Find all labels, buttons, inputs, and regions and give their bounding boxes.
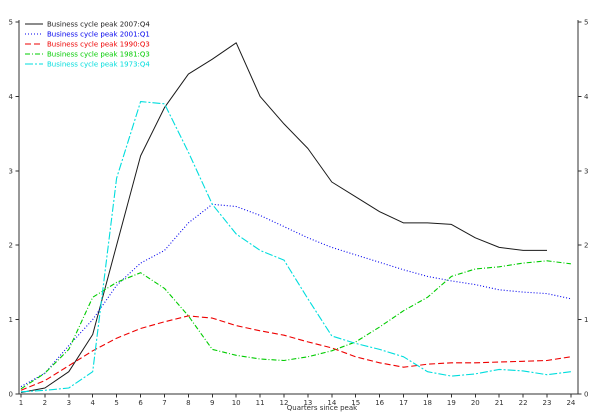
x-tick-label: 20 — [471, 399, 480, 407]
legend-item-business-cycle-peak-2001-q1: Business cycle peak 2001:Q1 — [25, 31, 150, 39]
x-tick-label: 7 — [162, 399, 166, 407]
axis-frame — [18, 20, 579, 395]
y-tick-label-left: 1 — [9, 316, 13, 324]
series-line-business-cycle-peak-1990-q3 — [20, 315, 571, 391]
x-tick-label: 3 — [67, 399, 71, 407]
legend-label: Business cycle peak 1981:Q3 — [47, 51, 150, 59]
x-axis-ticks: 1 2 3 4 5 6 7 8 9 10 11 12 13 14 15 16 17 18 19 20 21 22 23 24 — [19, 394, 576, 407]
x-tick-label: 23 — [543, 399, 552, 407]
series-line-business-cycle-peak-1981-q3 — [20, 260, 571, 390]
legend-label: Business cycle peak 1973:Q4 — [47, 61, 150, 69]
x-tick-label: 22 — [519, 399, 528, 407]
x-tick-label: 12 — [280, 399, 289, 407]
y-tick-label-right: 4 — [584, 93, 589, 101]
x-tick-label: 24 — [566, 399, 575, 407]
x-tick-label: 8 — [186, 399, 190, 407]
legend-label: Business cycle peak 1990:Q3 — [47, 41, 150, 49]
x-tick-label: 21 — [495, 399, 504, 407]
series-line-business-cycle-peak-2007-q4 — [20, 42, 547, 393]
x-tick-label: 2 — [43, 399, 47, 407]
y-tick-label-left: 0 — [9, 391, 13, 399]
x-tick-label: 16 — [375, 399, 384, 407]
y-axis-ticks: 0 0 1 1 2 2 3 3 4 4 5 5 — [9, 19, 589, 399]
x-tick-label: 13 — [303, 399, 312, 407]
x-tick-label: 17 — [399, 399, 408, 407]
legend: Business cycle peak 2007:Q4 Business cycl… — [25, 21, 150, 69]
series-line-business-cycle-peak-1973-q4 — [20, 101, 571, 393]
x-tick-label: 15 — [351, 399, 360, 407]
y-tick-label-left: 5 — [9, 19, 13, 27]
legend-label: Business cycle peak 2007:Q4 — [47, 21, 150, 29]
x-axis-title: Quarters since peak — [287, 404, 358, 412]
y-tick-label-right: 3 — [584, 167, 588, 175]
y-tick-label-right: 0 — [584, 391, 588, 399]
y-tick-label-right: 2 — [584, 242, 588, 250]
y-tick-label-left: 2 — [9, 242, 13, 250]
y-tick-label-right: 1 — [584, 316, 588, 324]
legend-item-business-cycle-peak-1973-q4: Business cycle peak 1973:Q4 — [25, 61, 150, 69]
x-tick-label: 11 — [256, 399, 265, 407]
x-tick-label: 14 — [327, 399, 336, 407]
x-tick-label: 9 — [210, 399, 214, 407]
y-tick-label-left: 3 — [9, 167, 13, 175]
x-tick-label: 10 — [232, 399, 241, 407]
x-tick-label: 18 — [423, 399, 432, 407]
y-tick-label-right: 5 — [584, 19, 588, 27]
axes — [18, 20, 579, 395]
x-tick-label: 4 — [90, 399, 95, 407]
legend-item-business-cycle-peak-2007-q4: Business cycle peak 2007:Q4 — [25, 21, 150, 29]
series-lines — [20, 42, 572, 393]
legend-item-business-cycle-peak-1981-q3: Business cycle peak 1981:Q3 — [25, 51, 150, 59]
x-tick-label: 1 — [19, 399, 23, 407]
legend-label: Business cycle peak 2001:Q1 — [47, 31, 150, 39]
x-tick-label: 5 — [114, 399, 118, 407]
legend-item-business-cycle-peak-1990-q3: Business cycle peak 1990:Q3 — [25, 41, 150, 49]
y-tick-label-left: 4 — [9, 93, 14, 101]
x-tick-label: 19 — [447, 399, 456, 407]
x-tick-label: 6 — [138, 399, 143, 407]
